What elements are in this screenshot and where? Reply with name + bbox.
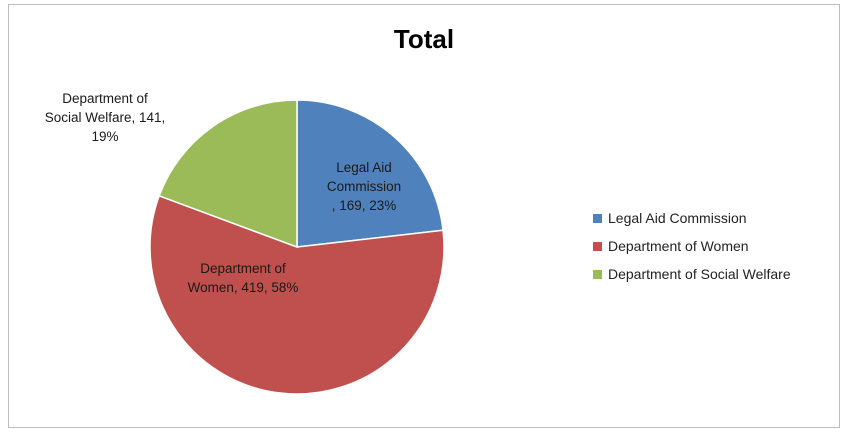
pie-slice-legal-aid [296, 99, 444, 248]
legend-swatch-legal-aid [593, 213, 602, 223]
pie-slice-women [149, 194, 445, 395]
legend-swatch-social-welfare [593, 269, 602, 279]
legend-item-legal-aid: Legal Aid Commission [593, 204, 791, 232]
legend-label-social-welfare: Department of Social Welfare [608, 266, 791, 282]
legend-label-women: Department of Women [608, 238, 749, 254]
legend: Legal Aid Commission Department of Women… [593, 204, 791, 288]
chart-title: Total [393, 24, 455, 54]
legend-item-women: Department of Women [593, 232, 791, 260]
slice-label-women: Department of Women, 419, 58% [188, 261, 299, 295]
slice-label-legal-aid: Legal Aid Commission, 169, 23% [327, 160, 401, 213]
pie-slice-social-welfare [158, 99, 298, 249]
slice-label-social-welfare: Department of Social Welfare, 141, 19% [45, 91, 166, 144]
legend-item-social-welfare: Department of Social Welfare [593, 260, 791, 288]
legend-label-legal-aid: Legal Aid Commission [608, 210, 747, 226]
legend-swatch-women [593, 241, 602, 251]
